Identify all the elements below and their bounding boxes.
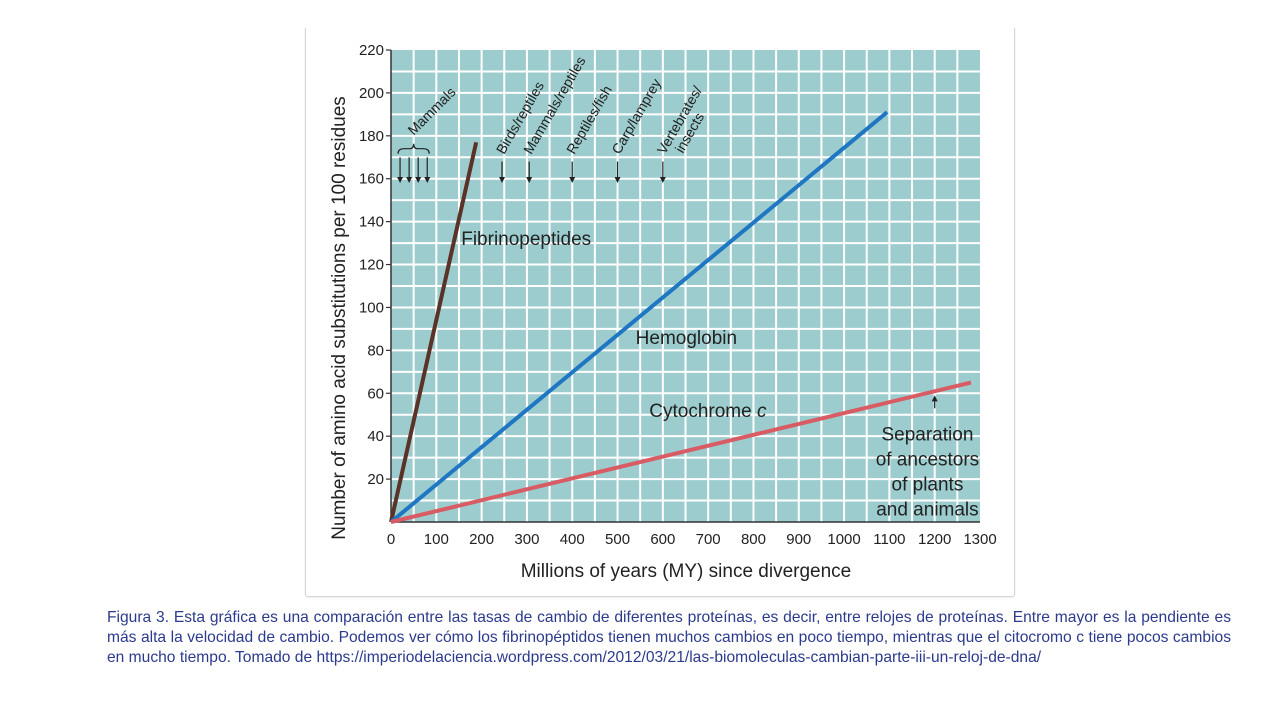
arrow-head	[415, 177, 422, 184]
y-tick-label: 20	[367, 471, 384, 488]
y-tick-label: 160	[359, 171, 384, 188]
y-axis-title: Number of amino acid substitutions per 1…	[329, 96, 350, 540]
series-label: Fibrinopeptides	[461, 229, 591, 250]
figure-caption: Figura 3. Esta gráfica es una comparació…	[107, 609, 1231, 666]
x-tick-label: 1200	[918, 531, 951, 548]
x-tick-label: 1300	[963, 531, 996, 548]
arrow-head	[569, 177, 576, 184]
y-tick-label: 60	[367, 385, 384, 402]
x-tick-label: 800	[741, 531, 766, 548]
x-tick-label: 200	[469, 531, 494, 548]
x-tick-label: 600	[650, 531, 675, 548]
series-labels: Fibrinopeptides Hemoglobin Cytochrome c	[461, 229, 767, 422]
arrow-head	[397, 177, 404, 184]
plant-animal-annotation: Separation of ancestors of plants and anima…	[876, 395, 980, 520]
y-tick-label: 80	[367, 342, 384, 359]
axes: 0 100 200 300 400 500 600 700 800 900 1000 1100 1200…	[359, 42, 997, 548]
arrow-head	[659, 177, 666, 184]
series-label: Hemoglobin	[636, 328, 737, 349]
arrow-head	[526, 177, 533, 184]
y-tick-label: 120	[359, 257, 384, 274]
annotation-text: Separation of ancestors of plants and anima…	[876, 424, 980, 520]
y-tick-label: 200	[359, 85, 384, 102]
x-tick-label: 1000	[827, 531, 860, 548]
arrow-head	[406, 177, 413, 184]
arrow-head	[614, 177, 621, 184]
x-tick-label: 100	[424, 531, 449, 548]
mammals-brace	[397, 143, 430, 154]
arrow-head	[931, 395, 938, 402]
x-tick-label: 900	[786, 531, 811, 548]
y-tick-label: 100	[359, 299, 384, 316]
series-line-cytochrome-c	[390, 380, 972, 524]
x-tick-label: 500	[605, 531, 630, 548]
series-label: Cytochrome c	[649, 401, 767, 422]
series	[389, 110, 972, 524]
y-tick-label: 220	[359, 42, 384, 59]
series-line-hemoglobin	[389, 110, 889, 524]
arrow-head	[499, 177, 506, 184]
figure-card: 0 100 200 300 400 500 600 700 800 900 1000 1100 1200…	[305, 28, 1015, 597]
series-line-fibrinopeptides	[389, 141, 479, 523]
x-axis-title: Millions of years (MY) since divergence	[521, 561, 852, 582]
amino-acid-substitution-chart: 0 100 200 300 400 500 600 700 800 900 1000 1100 1200…	[329, 42, 997, 582]
y-tick-label: 40	[367, 428, 384, 445]
x-tick-label: 700	[696, 531, 721, 548]
x-tick-label: 1100	[873, 531, 905, 548]
y-tick-label: 140	[359, 214, 384, 231]
x-tick-label: 400	[560, 531, 585, 548]
x-tick-label: 0	[387, 531, 395, 548]
arrow-head	[424, 177, 431, 184]
y-tick-label: 180	[359, 128, 384, 145]
x-tick-label: 300	[514, 531, 539, 548]
